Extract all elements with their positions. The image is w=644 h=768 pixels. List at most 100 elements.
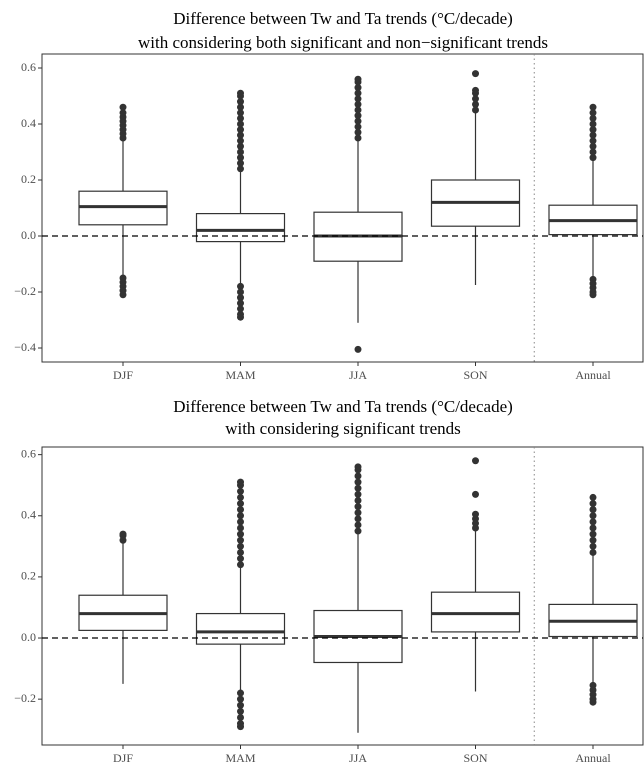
outlier bbox=[237, 555, 244, 563]
outlier bbox=[237, 689, 244, 697]
outlier bbox=[589, 154, 597, 162]
outlier bbox=[237, 305, 244, 313]
outlier bbox=[237, 713, 244, 721]
outlier bbox=[237, 542, 244, 550]
outlier bbox=[237, 561, 244, 569]
y-tick-label: 0.6 bbox=[21, 446, 36, 460]
outlier bbox=[354, 123, 362, 131]
x-tick-label: DJF bbox=[113, 368, 133, 382]
x-tick-label: Annual bbox=[575, 368, 611, 382]
outlier bbox=[472, 86, 479, 94]
plot-frame bbox=[41, 53, 644, 363]
outlier bbox=[472, 457, 479, 465]
outlier bbox=[237, 114, 244, 122]
outlier bbox=[237, 723, 244, 731]
outlier bbox=[354, 515, 362, 523]
outlier bbox=[237, 294, 244, 302]
outlier bbox=[237, 98, 244, 106]
outlier bbox=[237, 548, 244, 556]
outlier bbox=[589, 524, 597, 532]
outlier bbox=[354, 527, 362, 535]
outlier bbox=[354, 509, 362, 517]
outlier bbox=[589, 142, 597, 150]
outlier bbox=[237, 131, 244, 139]
outlier bbox=[354, 75, 362, 83]
outlier bbox=[237, 313, 244, 321]
chart-subtitle: with considering significant trends bbox=[225, 419, 461, 438]
outlier bbox=[354, 84, 362, 92]
box bbox=[195, 213, 286, 243]
outlier bbox=[237, 288, 244, 296]
outlier bbox=[237, 493, 244, 501]
outlier bbox=[237, 512, 244, 520]
y-tick-label: 0.4 bbox=[21, 116, 36, 130]
outlier bbox=[589, 114, 597, 122]
outlier bbox=[589, 291, 597, 299]
y-tick-label: −0.2 bbox=[14, 284, 36, 298]
outlier bbox=[237, 89, 244, 97]
x-tick-label: JJA bbox=[349, 751, 367, 765]
outlier bbox=[237, 506, 244, 514]
chart-title: Difference between Tw and Ta trends (°C/… bbox=[173, 397, 513, 416]
outlier bbox=[237, 120, 244, 128]
outlier bbox=[354, 503, 362, 511]
outlier bbox=[589, 506, 597, 514]
outlier bbox=[589, 518, 597, 526]
outlier bbox=[472, 100, 479, 108]
outlier bbox=[237, 487, 244, 495]
y-tick-label: 0.2 bbox=[21, 569, 36, 583]
chart-subtitle: with considering both significant and no… bbox=[138, 33, 548, 52]
outlier bbox=[237, 154, 244, 162]
outlier bbox=[589, 120, 597, 128]
outlier bbox=[237, 109, 244, 117]
outlier bbox=[237, 536, 244, 544]
outlier bbox=[237, 282, 244, 290]
outlier bbox=[354, 490, 362, 498]
outlier bbox=[472, 70, 479, 78]
outlier bbox=[237, 524, 244, 532]
x-tick-label: MAM bbox=[225, 751, 255, 765]
box bbox=[195, 612, 286, 645]
outlier bbox=[354, 100, 362, 108]
x-tick-label: SON bbox=[463, 751, 487, 765]
outlier bbox=[589, 126, 597, 134]
y-tick-label: 0.2 bbox=[21, 172, 36, 186]
outlier bbox=[354, 112, 362, 120]
outlier bbox=[354, 106, 362, 114]
y-tick-label: 0.0 bbox=[21, 630, 36, 644]
outlier bbox=[237, 500, 244, 508]
outlier bbox=[589, 109, 597, 117]
outlier bbox=[472, 510, 479, 518]
outlier bbox=[472, 95, 479, 103]
outlier bbox=[354, 128, 362, 136]
chart-title: Difference between Tw and Ta trends (°C/… bbox=[173, 9, 513, 28]
outlier bbox=[237, 103, 244, 111]
outlier bbox=[589, 500, 597, 508]
outlier bbox=[354, 521, 362, 529]
plot-frame bbox=[41, 446, 644, 746]
outlier bbox=[589, 542, 597, 550]
outlier bbox=[589, 536, 597, 544]
outlier bbox=[589, 137, 597, 145]
outlier bbox=[119, 103, 127, 111]
outlier bbox=[119, 109, 127, 117]
outlier bbox=[354, 484, 362, 492]
outlier bbox=[237, 518, 244, 526]
y-tick-label: 0.4 bbox=[21, 508, 36, 522]
y-tick-label: 0.6 bbox=[21, 60, 36, 74]
outlier bbox=[237, 707, 244, 715]
outlier bbox=[354, 496, 362, 504]
outlier bbox=[237, 478, 244, 486]
x-tick-label: DJF bbox=[113, 751, 133, 765]
outlier bbox=[237, 695, 244, 703]
outlier bbox=[354, 345, 362, 353]
outlier bbox=[354, 89, 362, 97]
outlier bbox=[237, 142, 244, 150]
outlier bbox=[354, 478, 362, 486]
outlier bbox=[589, 148, 597, 156]
outlier bbox=[119, 530, 127, 538]
y-tick-label: −0.4 bbox=[14, 340, 36, 354]
x-tick-label: JJA bbox=[349, 368, 367, 382]
